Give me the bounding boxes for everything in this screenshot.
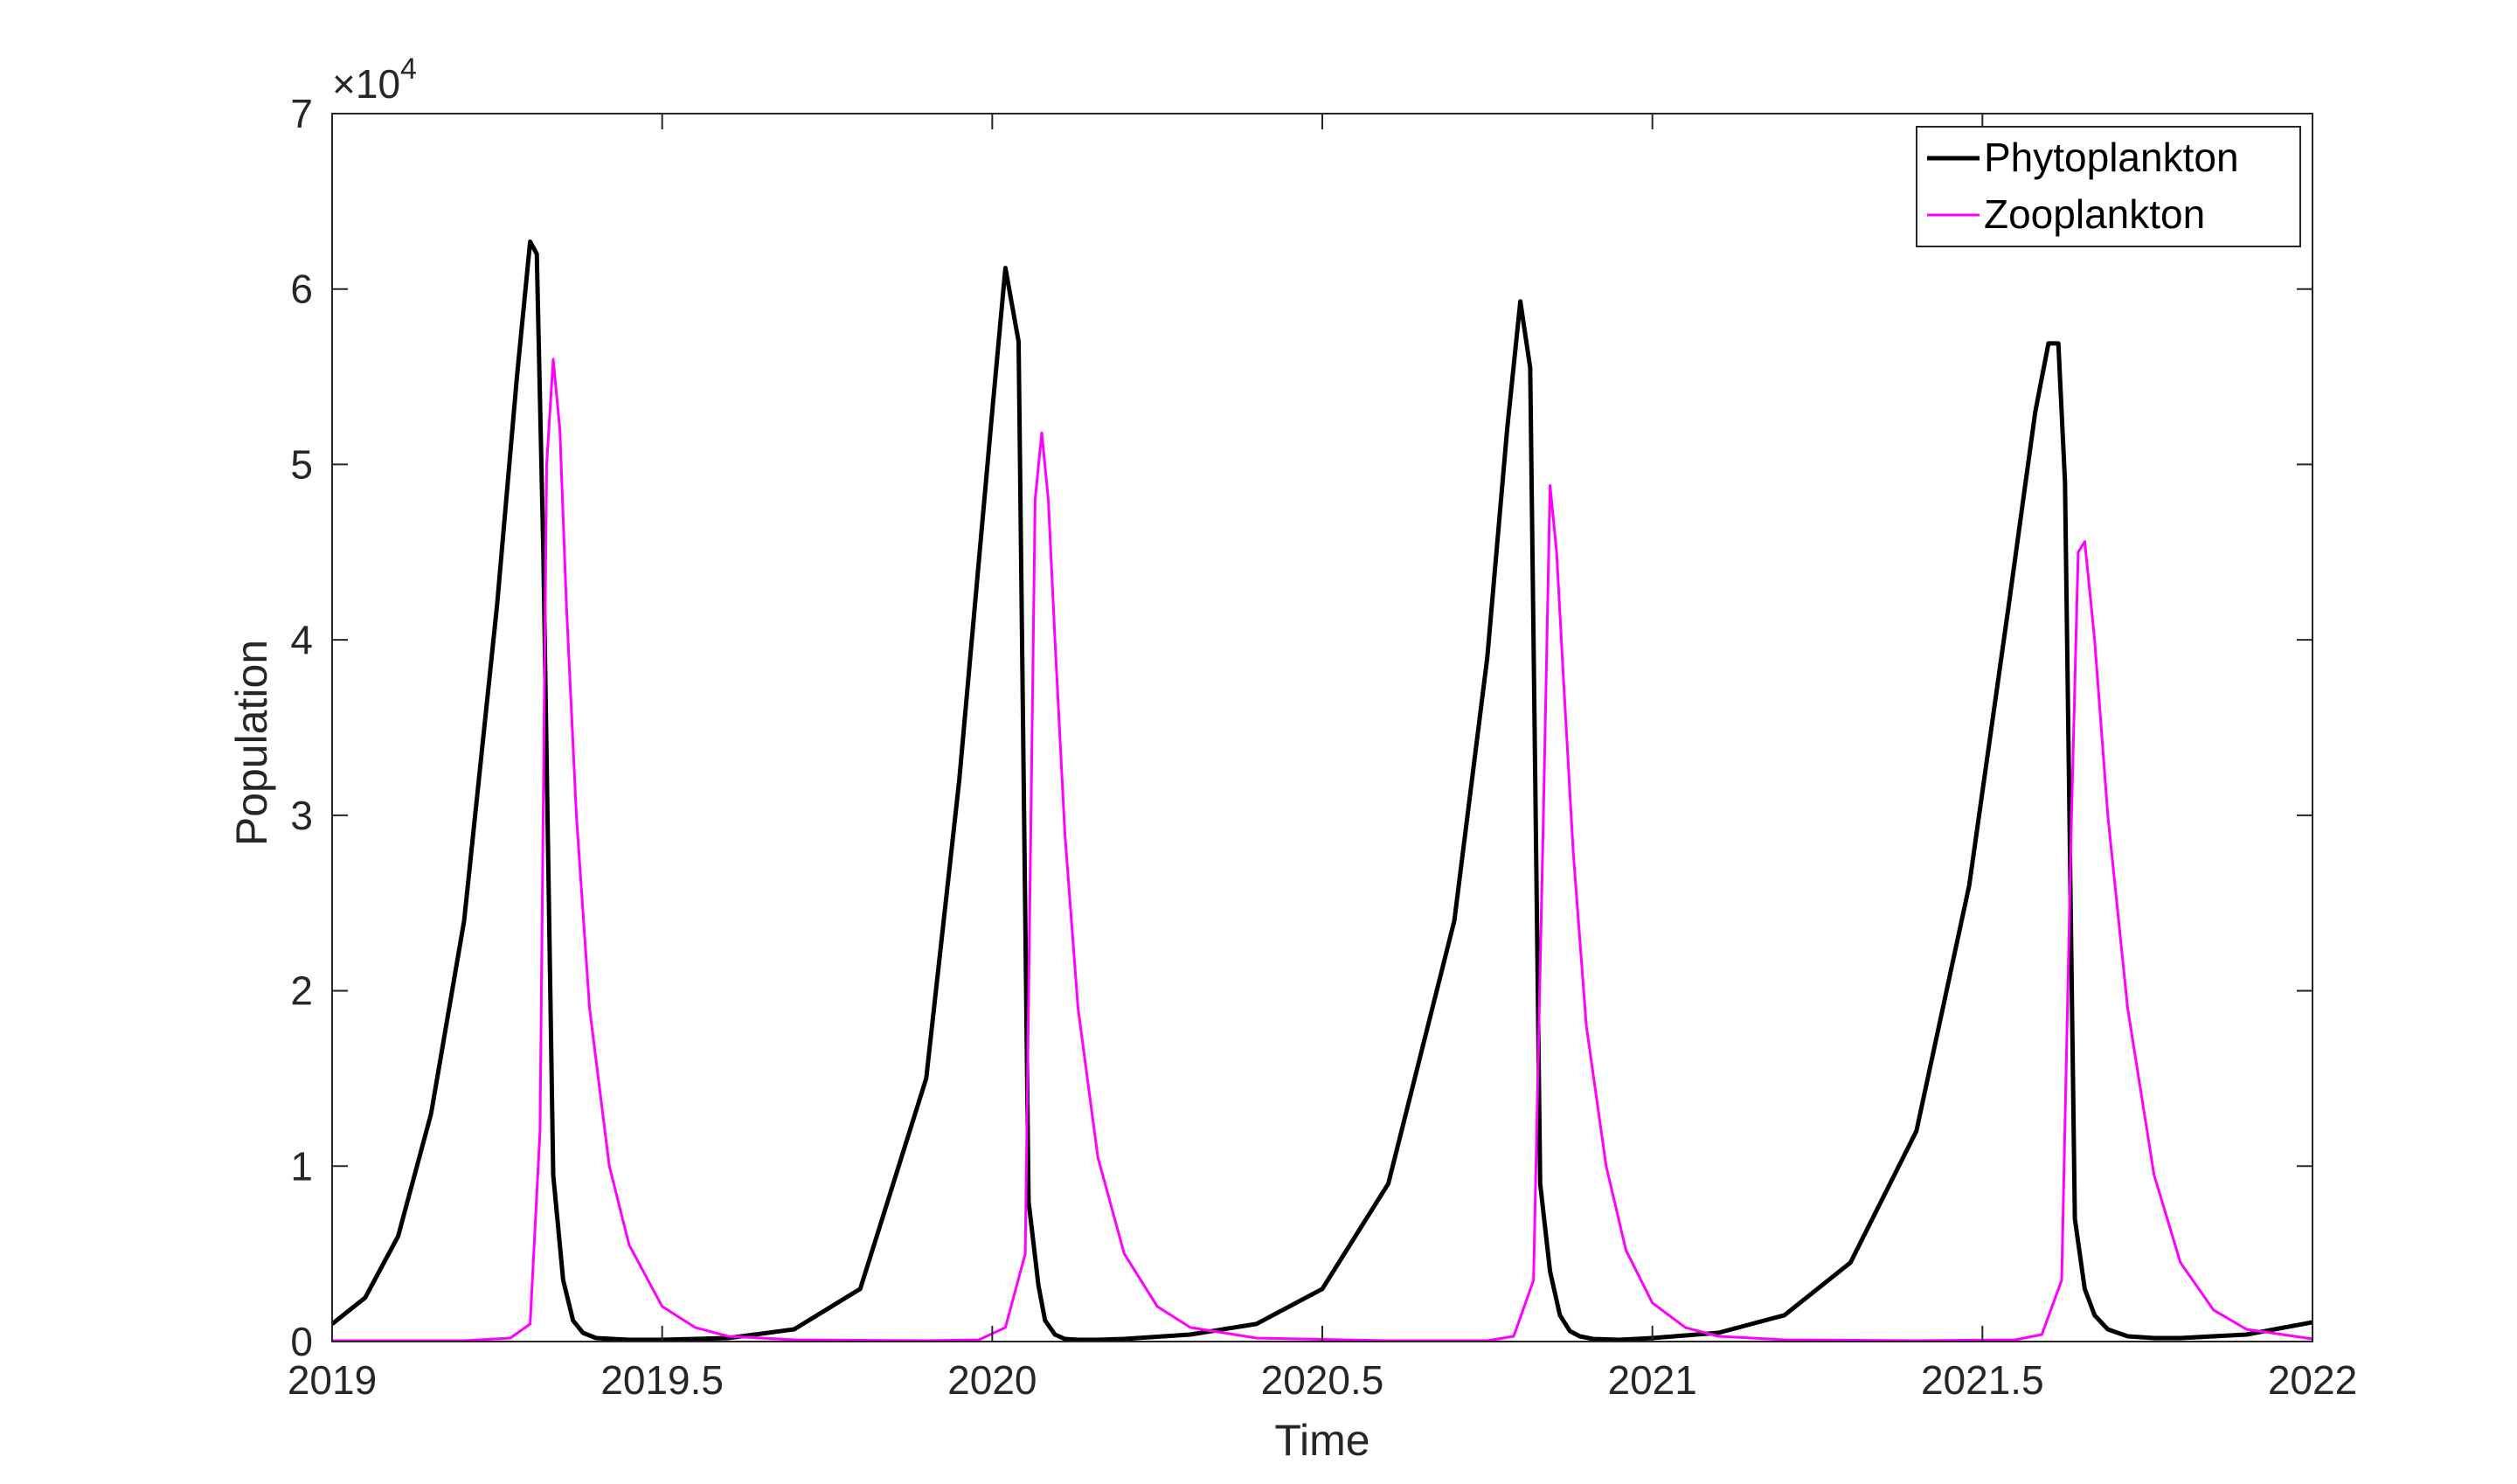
series-line-zooplankton [332,357,2313,1342]
y-tick-label: 6 [290,267,313,312]
y-exponent-base: ×10 [332,61,400,107]
legend-label-phytoplankton: Phytoplankton [1984,135,2239,180]
y-tick-label: 5 [290,441,313,487]
legend-box [1916,126,2301,247]
y-tick-label: 7 [290,91,313,136]
series-line-phytoplankton [330,239,2313,1342]
legend-label-zooplankton: Zooplankton [1984,191,2205,237]
y-axis-exponent: ×104 [332,52,417,107]
y-exponent-power: 4 [400,52,417,86]
x-tick-labels: 2019 2019.5 2020 2020.5 2021 2021.5 2022 [288,1357,2357,1403]
x-axis-label: Time [1274,1416,1369,1465]
y-axis-label: Population [227,640,276,846]
y-tick-label: 3 [290,793,313,838]
x-tick-label: 2020.5 [1261,1357,1384,1403]
y-tick-label: 1 [290,1143,313,1189]
x-tick-label: 2021 [1607,1357,1696,1403]
x-tick-label: 2020 [947,1357,1037,1403]
y-tick-label: 0 [290,1319,313,1364]
legend: Phytoplankton Zooplankton [1916,126,2301,247]
x-tick-label: 2021.5 [1921,1357,2044,1403]
x-tick-label: 2019 [288,1357,377,1403]
x-tick-label: 2019.5 [600,1357,724,1403]
series-layer [330,239,2313,1342]
x-tick-label: 2022 [2268,1357,2357,1403]
y-tick-label: 2 [290,968,313,1014]
axes-layer [331,113,2313,1342]
y-tick-labels: 0 1 2 3 4 5 6 7 [290,91,313,1364]
y-tick-label: 4 [290,617,313,662]
